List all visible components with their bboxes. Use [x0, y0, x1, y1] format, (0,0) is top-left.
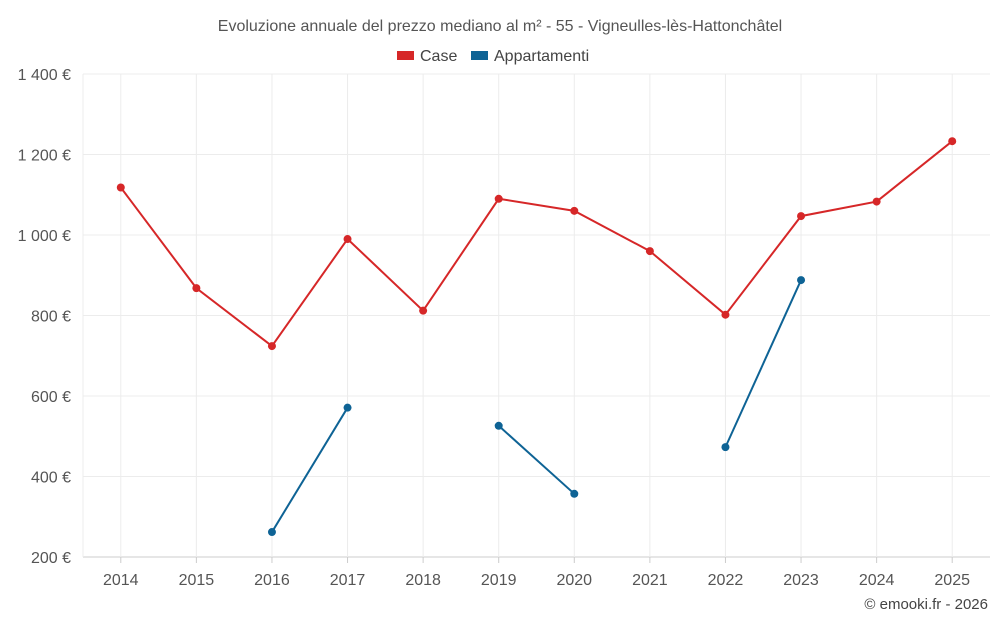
series-appartamenti [267, 276, 806, 537]
series-case [116, 137, 957, 351]
legend-item-appartamenti[interactable]: Appartamenti [471, 48, 589, 65]
y-axis: 200 € 400 € 600 € 800 € 1 000 € 1 200 € 1 400 … [18, 67, 71, 567]
grid [82, 73, 990, 558]
data-point[interactable] [872, 197, 881, 206]
data-point[interactable] [494, 421, 503, 430]
data-point[interactable] [570, 489, 579, 498]
data-point[interactable] [948, 137, 957, 146]
x-axis: 2014 2015 2016 2017 2018 2019 2020 2021 2022 2023… [103, 557, 970, 589]
data-point[interactable] [192, 284, 201, 293]
data-point[interactable] [721, 310, 730, 319]
data-point[interactable] [645, 247, 654, 256]
series-line [498, 425, 575, 495]
series-layer [116, 137, 957, 537]
credit-text: © emooki.fr - 2026 [864, 596, 988, 613]
x-tick-label: 2024 [859, 572, 895, 589]
y-tick-label: 1 200 € [18, 148, 71, 165]
data-point[interactable] [267, 342, 276, 351]
data-point[interactable] [570, 206, 579, 215]
data-point[interactable] [116, 183, 125, 192]
legend-swatch [471, 51, 488, 60]
series-line [271, 407, 349, 533]
y-tick-label: 800 € [31, 309, 71, 326]
x-tick-label: 2015 [179, 572, 215, 589]
y-tick-label: 400 € [31, 470, 71, 487]
x-tick-label: 2014 [103, 572, 139, 589]
x-tick-label: 2019 [481, 572, 517, 589]
x-tick-label: 2016 [254, 572, 290, 589]
x-tick-label: 2023 [783, 572, 819, 589]
data-point[interactable] [343, 403, 352, 412]
data-point[interactable] [797, 212, 806, 221]
data-point[interactable] [267, 528, 276, 537]
legend-swatch [397, 51, 414, 60]
legend-label: Case [420, 48, 457, 65]
x-tick-label: 2018 [405, 572, 441, 589]
series-line [724, 279, 802, 448]
y-tick-label: 600 € [31, 389, 71, 406]
y-tick-label: 1 000 € [18, 228, 71, 245]
x-tick-label: 2021 [632, 572, 668, 589]
series-line [119, 140, 953, 348]
data-point[interactable] [343, 235, 352, 244]
data-point[interactable] [797, 276, 806, 285]
legend-label: Appartamenti [494, 48, 589, 65]
x-tick-label: 2020 [556, 572, 592, 589]
data-point[interactable] [419, 306, 428, 315]
x-tick-label: 2025 [934, 572, 970, 589]
data-point[interactable] [721, 443, 730, 452]
data-point[interactable] [494, 194, 503, 203]
x-tick-label: 2022 [708, 572, 744, 589]
x-tick-label: 2017 [330, 572, 366, 589]
legend: Case Appartamenti [397, 48, 589, 65]
y-tick-label: 1 400 € [18, 67, 71, 84]
legend-item-case[interactable]: Case [397, 48, 457, 65]
y-tick-label: 200 € [31, 550, 71, 567]
chart-title: Evoluzione annuale del prezzo mediano al… [218, 18, 782, 35]
